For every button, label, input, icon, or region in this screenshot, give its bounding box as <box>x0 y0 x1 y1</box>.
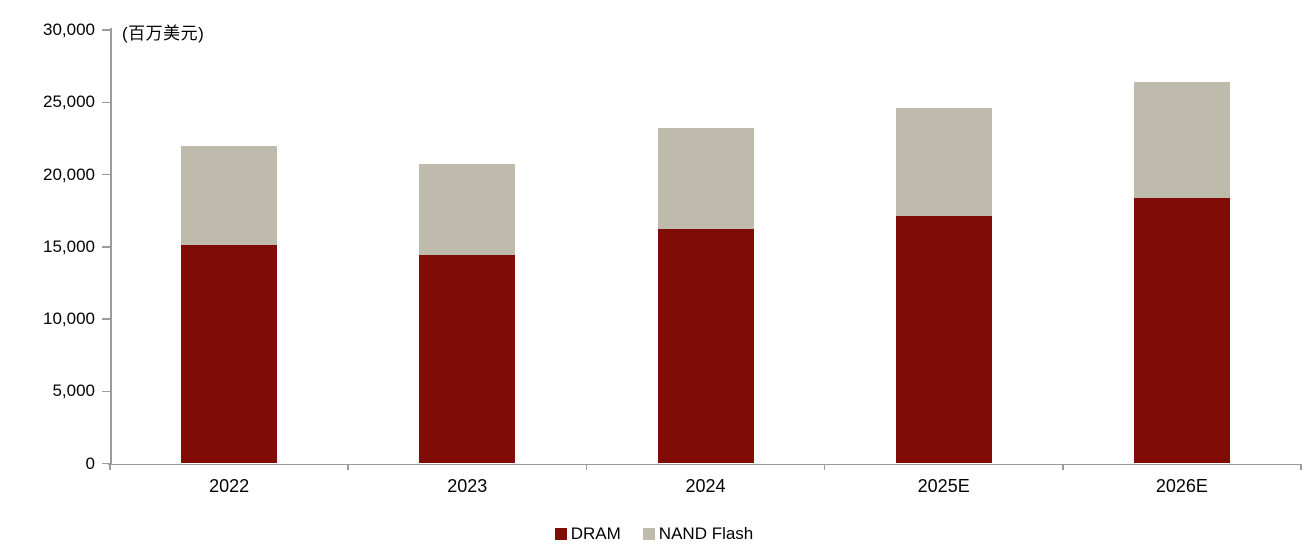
legend-label: NAND Flash <box>658 524 754 543</box>
x-tick-label-2026e: 2026E <box>1155 475 1208 496</box>
y-tick-label: 10,000 <box>43 309 95 328</box>
x-axis <box>108 463 1301 465</box>
y-axis <box>110 28 112 464</box>
y-axis-unit-label: (百万美元) <box>122 24 205 43</box>
y-tick-label: 20,000 <box>43 164 95 184</box>
x-tick-label-2023: 2023 <box>447 475 488 496</box>
x-tick-label-2022: 2022 <box>209 475 250 496</box>
x-tick-label-2024: 2024 <box>685 475 726 496</box>
y-tick-mark <box>102 173 110 176</box>
bar-segment-nand-flash-2026e <box>1133 82 1230 198</box>
x-tick-mark <box>823 463 826 470</box>
x-tick-mark <box>347 463 349 470</box>
y-tick-mark <box>102 390 110 392</box>
y-tick-label: 5,000 <box>52 381 95 401</box>
y-tick-mark <box>102 29 110 31</box>
y-tick-label: 30,000 <box>43 20 95 39</box>
bar-segment-nand-flash-2022 <box>181 145 278 246</box>
bar-segment-dram-2022 <box>181 245 278 464</box>
chart-legend: DRAM NAND Flash <box>0 524 1308 544</box>
legend-swatch-nand-flash <box>642 528 655 540</box>
legend-swatch-dram <box>554 528 567 540</box>
x-tick-mark <box>109 463 111 470</box>
y-tick-mark <box>102 462 110 465</box>
y-tick-label: 0 <box>85 453 95 473</box>
legend-label: DRAM <box>570 524 621 543</box>
x-tick-mark <box>1062 463 1064 470</box>
bar-segment-dram-2024 <box>657 229 754 464</box>
bar-segment-nand-flash-2025e <box>895 108 992 217</box>
legend-item-dram: DRAM <box>554 524 621 544</box>
legend-item-nand-flash: NAND Flash <box>642 524 754 544</box>
y-tick-mark <box>102 246 110 248</box>
bar-segment-dram-2026e <box>1133 197 1230 464</box>
y-tick-mark <box>102 318 110 320</box>
x-tick-label-2025e: 2025E <box>917 475 970 496</box>
y-tick-mark <box>102 101 110 103</box>
bar-segment-dram-2025e <box>895 216 992 464</box>
x-tick-mark <box>1300 463 1302 470</box>
bar-segment-dram-2023 <box>419 255 516 464</box>
x-tick-mark <box>585 463 588 470</box>
bar-segment-nand-flash-2024 <box>657 128 754 230</box>
y-tick-label: 15,000 <box>43 236 95 256</box>
y-tick-label: 25,000 <box>43 92 95 112</box>
bar-segment-nand-flash-2023 <box>419 164 516 256</box>
